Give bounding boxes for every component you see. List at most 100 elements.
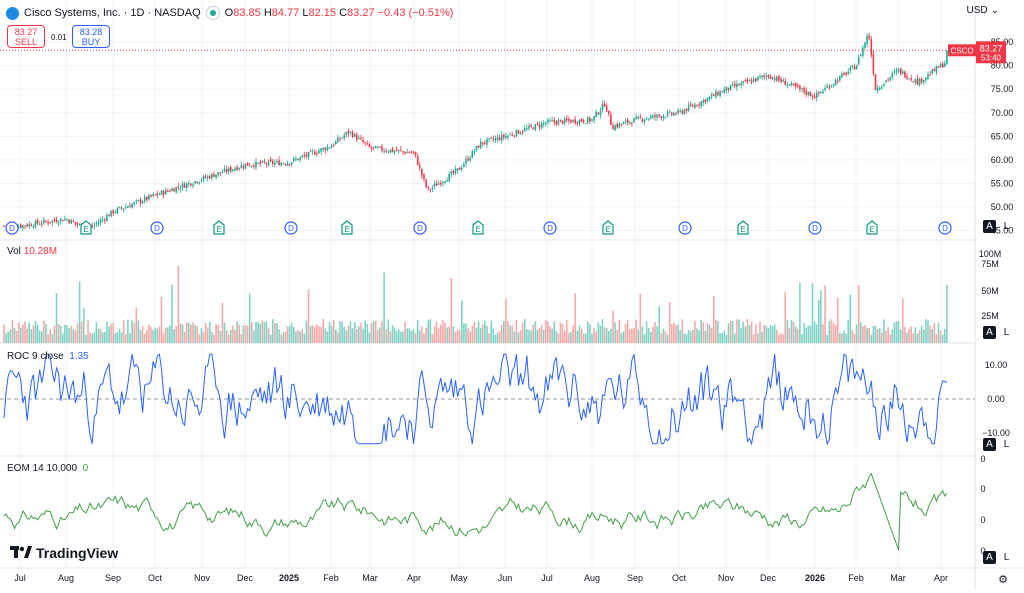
candle-body [731,84,734,86]
volume-bar [284,331,287,343]
volume-bar [740,328,742,343]
candle-body [263,161,266,163]
volume-bar [412,329,415,343]
volume-bar [47,334,49,343]
symbol-title[interactable]: Cisco Systems, Inc. · 1D · NASDAQ [24,7,201,19]
volume-bar [799,282,801,343]
currency-selector[interactable]: USD ⌄ [966,5,999,16]
sell-button[interactable]: 83.27 SELL [7,25,45,48]
volume-bar [272,319,274,343]
log-scale-button[interactable]: L [1003,221,1010,232]
volume-bar [750,321,753,343]
candle-body [53,219,56,221]
gear-icon[interactable]: ⚙ [998,574,1008,586]
axis-labels: 85.0080.0075.0070.0065.0060.0055.0050.00… [14,37,1013,583]
candle-body [248,165,251,167]
dividend-marker-label: D [942,224,948,233]
auto-scale-button[interactable]: A [983,551,996,564]
candle-body [150,194,152,197]
log-scale-button[interactable]: L [1003,327,1010,338]
auto-scale-button[interactable]: A [983,220,996,233]
candle-body [874,74,877,90]
volume-bar [444,322,446,343]
candle-body [148,195,150,200]
candle-body [133,202,135,205]
auto-scale-button[interactable]: A [983,326,996,339]
dividend-marker-label: D [812,224,818,233]
volume-bar [639,293,642,343]
volume-bar [937,322,940,343]
candle-body [156,193,159,196]
chevron-down-icon: ⌄ [990,5,999,16]
candle-body [24,225,26,227]
candle-body [404,151,406,154]
candle-body [299,157,301,160]
candle-body [757,76,759,81]
candle-body [794,83,797,87]
candle-body [68,219,70,223]
candle-body [660,116,663,118]
candle-body [828,86,831,89]
volume-bar [925,319,927,343]
market-status-icon[interactable] [205,6,220,20]
log-scale-button[interactable]: L [1003,552,1010,563]
time-tick-label: Mar [890,573,906,583]
candle-body [778,75,780,81]
volume-bar [857,285,860,343]
volume-bar [503,321,505,343]
volume-bar [860,322,862,343]
volume-bar [868,328,870,343]
volume-bar [139,330,142,343]
volume-bar [129,333,131,343]
volume-bar [290,322,293,343]
volume-bar [265,321,268,343]
volume-bar [30,329,33,343]
candle-body [597,112,600,115]
volume-bar [668,302,671,343]
volume-bar [818,299,820,343]
volume-bar [517,332,520,343]
volume-bar [941,334,944,343]
volume-bar [902,298,904,343]
log-scale-button[interactable]: L [1003,439,1010,450]
volume-bar [692,329,694,343]
candle-body [574,119,576,124]
volume-bar [786,320,789,343]
candle-body [158,193,161,195]
tradingview-logo[interactable]: TradingView [10,545,118,561]
candle-body [242,166,245,168]
eom-tick-label: 0 [980,454,985,464]
candle-body [488,138,490,140]
auto-scale-button[interactable]: A [983,438,996,451]
volume-bar [815,324,818,343]
candle-body [360,137,362,139]
candle-body [656,114,658,118]
volume-bar [708,324,711,343]
candle-body [366,143,369,145]
buy-button[interactable]: 83.28 BUY [72,25,110,48]
candle-body [122,208,125,210]
candle-body [612,125,614,130]
symbol-tag [948,44,976,57]
candle-body [59,218,62,222]
candle-body [461,167,463,170]
candle-body [433,183,436,187]
candle-body [211,173,213,178]
candle-body [290,162,293,165]
volume-bar [425,328,427,343]
candle-body [864,42,866,48]
candle-body [446,180,448,182]
candle-body [643,119,646,122]
volume-bar [797,328,799,343]
volume-bar [32,325,35,343]
volume-bar [557,333,560,343]
candle-body [465,159,467,164]
candle-body [540,123,543,129]
volume-bar [862,326,864,343]
candle-body [444,181,446,183]
volume-bar [505,298,507,343]
earnings-marker-label: E [740,225,745,234]
volume-bar [509,325,511,343]
